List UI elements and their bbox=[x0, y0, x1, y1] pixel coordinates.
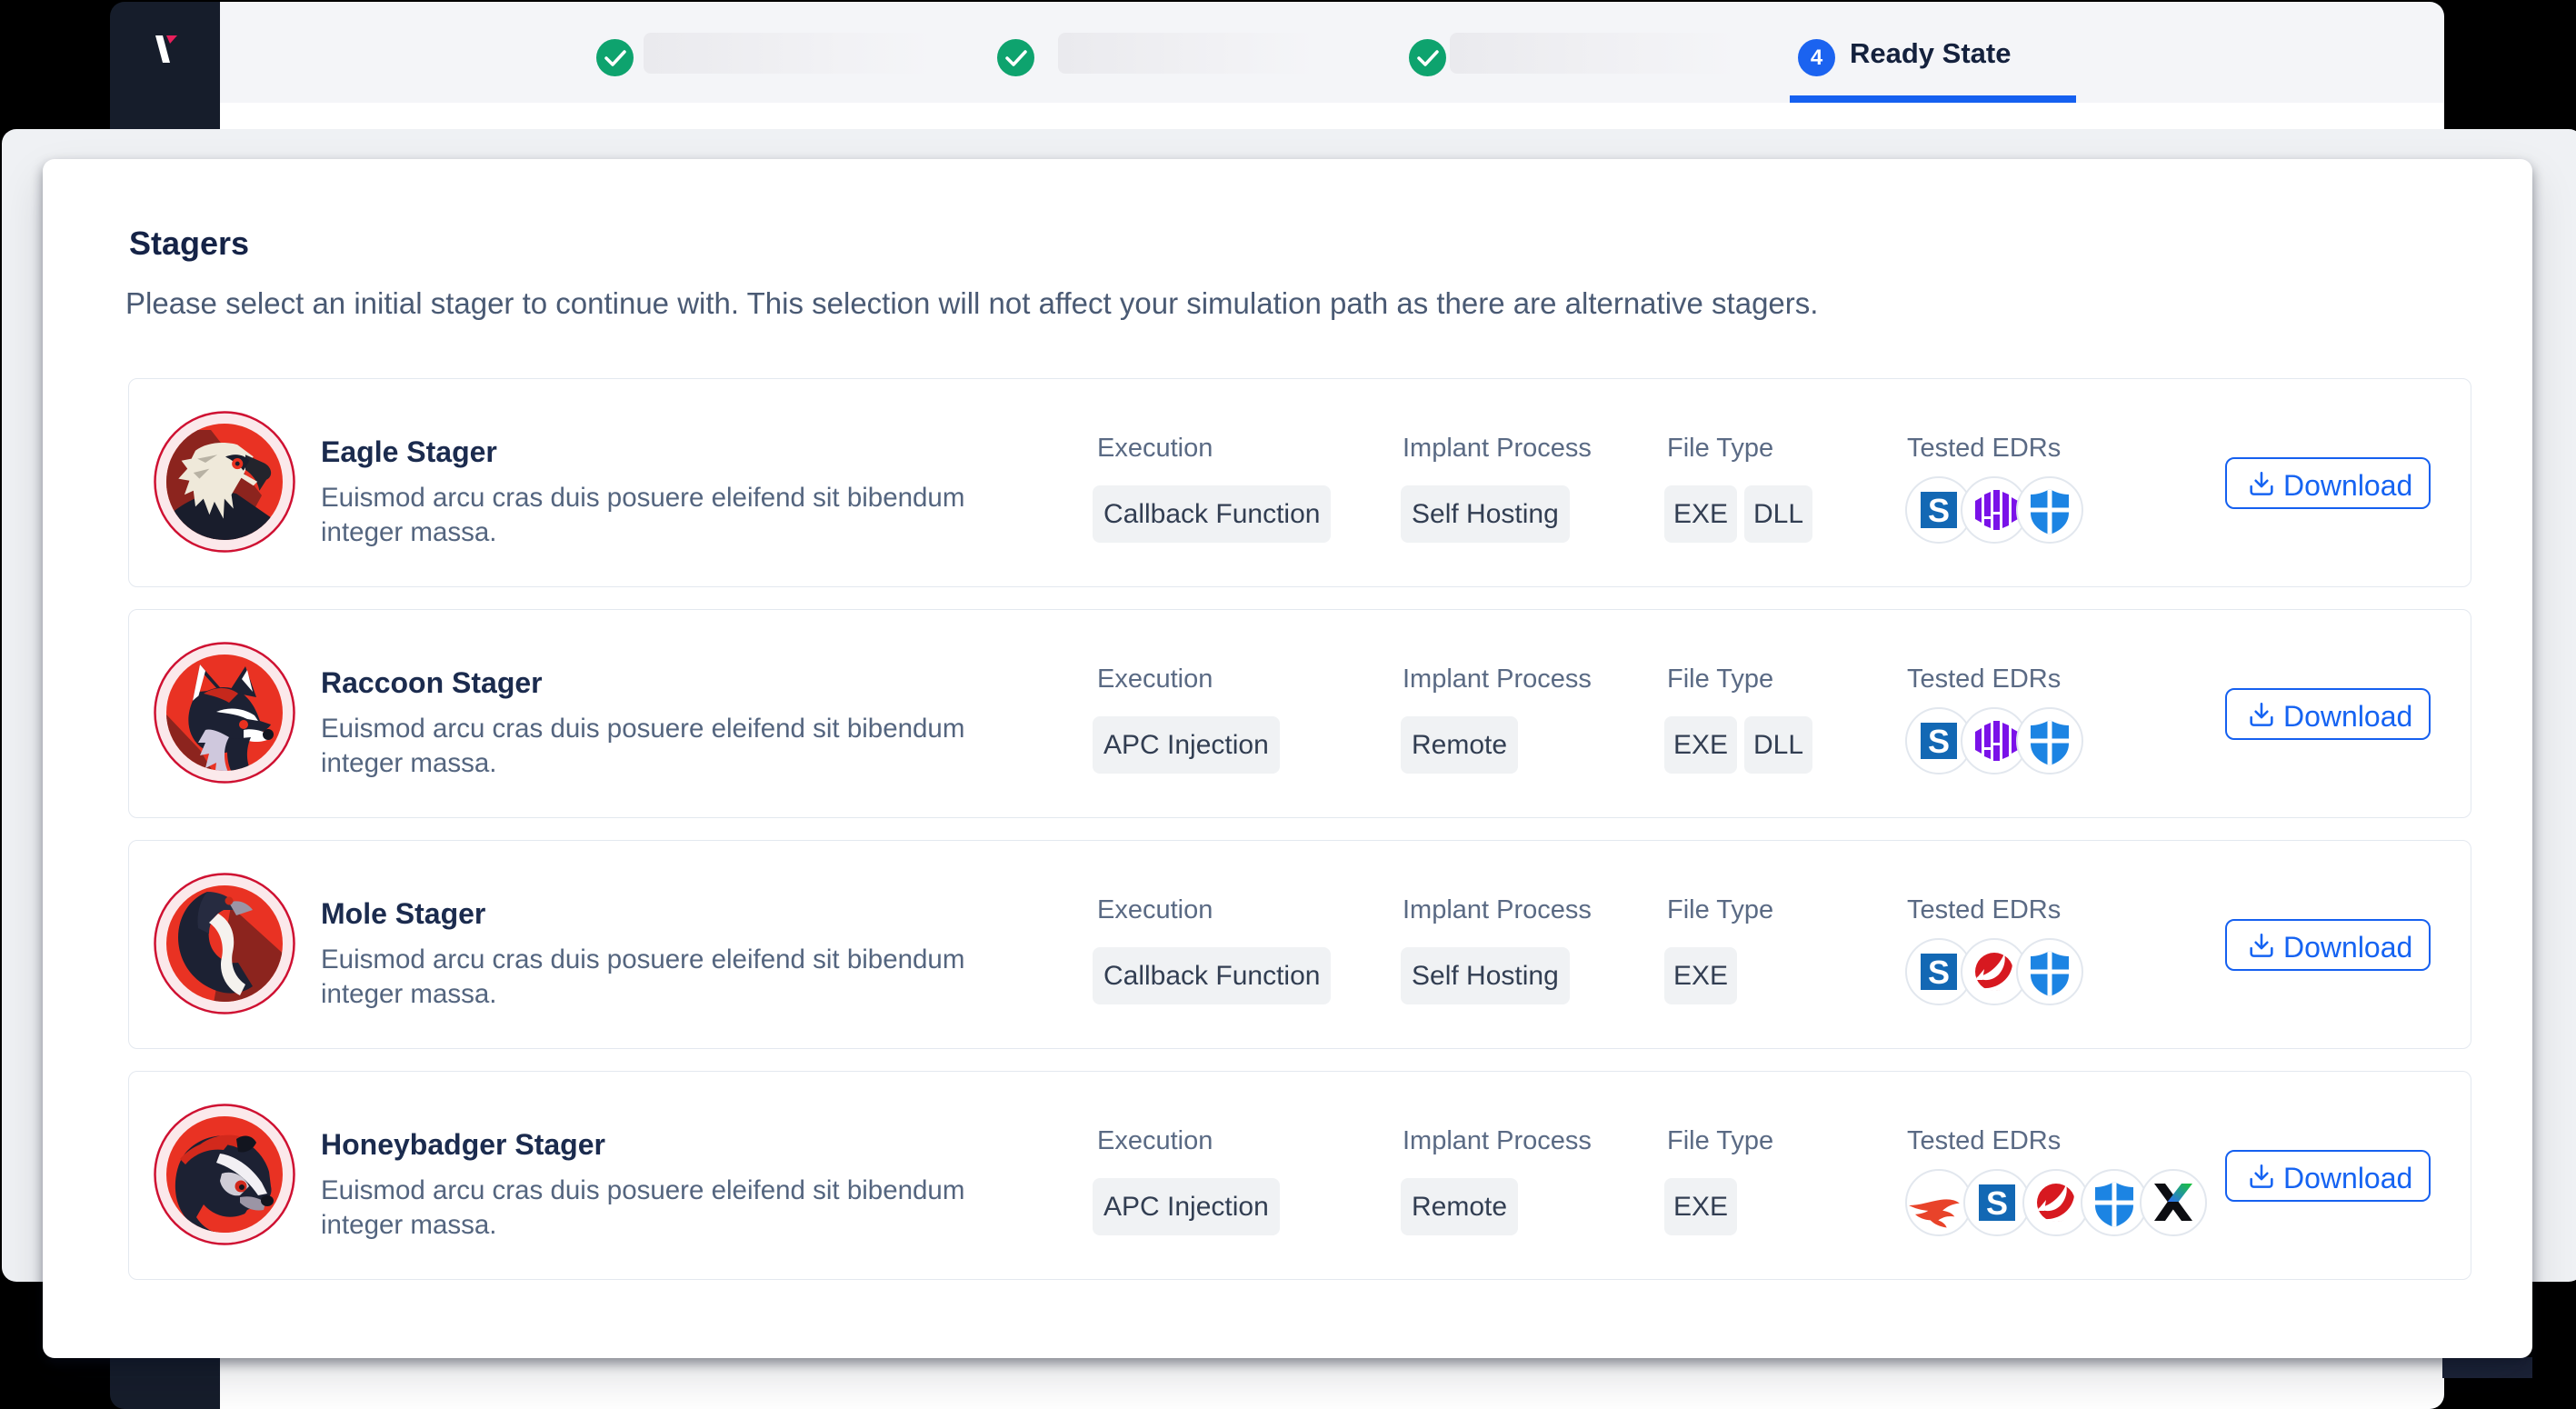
svg-text:S: S bbox=[1986, 1184, 2008, 1222]
svg-text:S: S bbox=[1928, 492, 1950, 529]
svg-text:S: S bbox=[1928, 723, 1950, 760]
svg-text:S: S bbox=[1928, 954, 1950, 991]
